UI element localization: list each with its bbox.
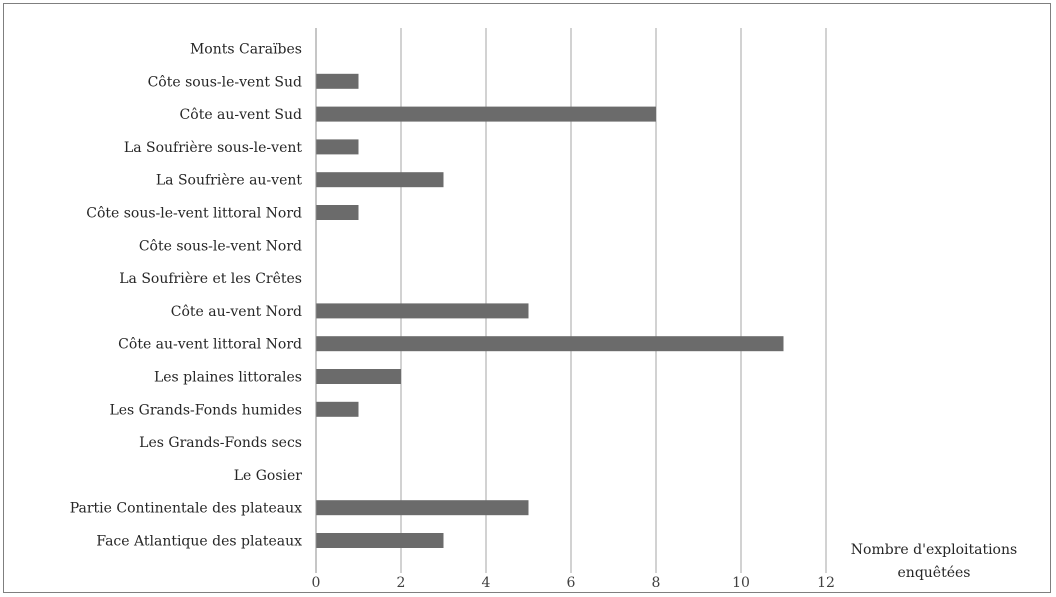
x-tick-label-6: 6 <box>567 575 576 591</box>
category-label-la-soufriere-sous-le-vent: La Soufrière sous-le-vent <box>124 140 302 156</box>
x-tick-label-12: 12 <box>817 575 835 591</box>
bar-cote-au-vent-littoral-nord <box>316 336 784 352</box>
chart-svg: Monts Caraïbes Côte sous-le-vent Sud Côte … <box>70 28 1017 591</box>
category-label-cote-sous-le-vent-nord: Côte sous-le-vent Nord <box>139 238 302 254</box>
bar-cote-au-vent-sud <box>316 106 656 122</box>
category-label-cote-sous-le-vent-littoral-nord: Côte sous-le-vent littoral Nord <box>86 206 302 222</box>
x-tick-label-0: 0 <box>312 575 321 591</box>
category-label-les-grands-fonds-secs: Les Grands-Fonds secs <box>139 435 302 451</box>
x-tick-label-10: 10 <box>732 575 750 591</box>
category-label-monts-caraibes: Monts Caraïbes <box>190 42 302 58</box>
x-tick-label-4: 4 <box>482 575 491 591</box>
bar-la-soufriere-sous-le-vent <box>316 139 359 155</box>
category-label-les-plaines-littorales: Les plaines littorales <box>154 370 302 386</box>
category-label-les-grands-fonds-humides: Les Grands-Fonds humides <box>109 402 302 418</box>
category-label-la-soufriere-au-vent: La Soufrière au-vent <box>156 173 302 189</box>
bar-cote-sous-le-vent-sud <box>316 73 359 89</box>
x-axis-title-line-1: Nombre d'exploitations <box>851 542 1017 558</box>
bar-cote-sous-le-vent-littoral-nord <box>316 205 359 220</box>
bar-cote-au-vent-nord <box>316 303 529 319</box>
category-label-cote-au-vent-nord: Côte au-vent Nord <box>171 304 302 320</box>
category-label-cote-au-vent-littoral-nord: Côte au-vent littoral Nord <box>118 337 302 353</box>
category-labels: Monts Caraïbes Côte sous-le-vent Sud Côte … <box>70 42 303 550</box>
chart-frame: Monts Caraïbes Côte sous-le-vent Sud Côte … <box>3 3 1051 593</box>
bar-layer <box>316 73 784 548</box>
category-label-face-atlantique-des-plateaux: Face Atlantique des plateaux <box>96 534 302 550</box>
bar-les-plaines-littorales <box>316 369 401 384</box>
bar-la-soufriere-au-vent <box>316 172 444 188</box>
x-axis-title-line-2: enquêtées <box>898 565 971 581</box>
x-tick-label-2: 2 <box>397 575 406 591</box>
x-tick-labels: 0 2 4 6 8 10 12 <box>312 575 835 591</box>
category-label-cote-au-vent-sud: Côte au-vent Sud <box>180 107 302 123</box>
bar-partie-continentale-des-plateaux <box>316 500 529 516</box>
category-label-cote-sous-le-vent-sud: Côte sous-le-vent Sud <box>148 74 302 90</box>
category-label-la-soufriere-et-les-cretes: La Soufrière et les Crêtes <box>119 271 302 287</box>
x-tick-label-8: 8 <box>652 575 661 591</box>
category-label-partie-continentale-des-plateaux: Partie Continentale des plateaux <box>70 501 302 517</box>
bar-face-atlantique-des-plateaux <box>316 533 444 548</box>
bar-les-grands-fonds-humides <box>316 401 359 417</box>
category-label-le-gosier: Le Gosier <box>234 468 303 484</box>
